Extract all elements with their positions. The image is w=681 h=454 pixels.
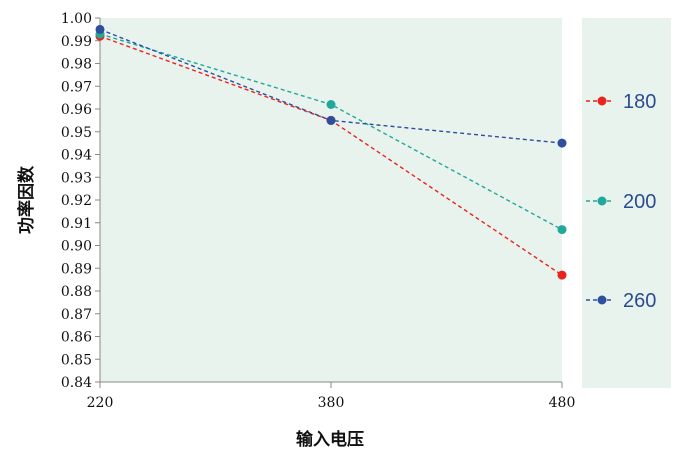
y-axis-title: 功率因数 [16,165,37,234]
y-tick-label: 0.92 [61,193,92,209]
y-tick-label: 0.95 [61,125,92,141]
data-point-260 [326,115,336,125]
data-point-200 [326,100,336,109]
y-tick-label: 0.90 [61,239,92,255]
legend-swatch-marker [597,196,607,206]
legend: 180 200 260 [586,91,656,312]
y-tick-label: 0.96 [61,102,92,118]
data-point-200 [557,225,567,235]
data-point-260 [557,138,567,148]
x-axis: 220 380 480 [87,381,576,411]
y-tick-label: 0.97 [61,79,92,95]
legend-label: 260 [623,290,656,312]
plot-area [100,18,562,382]
y-tick-label: 0.87 [61,307,92,323]
y-tick-label: 1.00 [61,11,92,27]
y-tick-label: 0.98 [61,57,92,73]
legend-swatch-marker [597,96,607,106]
x-tick-label: 480 [549,395,576,411]
series-layer [95,24,567,280]
y-tick-label: 0.91 [61,216,92,232]
y-tick-label: 0.84 [61,375,92,391]
y-tick-label: 0.88 [61,284,92,300]
y-tick-label: 0.89 [61,261,92,277]
y-tick-label: 0.94 [61,148,92,164]
legend-panel [582,18,671,388]
data-point-180 [557,270,567,280]
x-tick-label: 220 [87,395,114,411]
x-axis-title: 输入电压 [296,429,364,450]
y-axis: 0.84 0.85 0.86 0.87 0.88 0.89 0.90 0.91 0.92 0.93… [61,11,101,391]
legend-swatch-marker [597,295,607,305]
data-point-260 [95,24,105,34]
x-tick-label: 380 [318,395,345,411]
y-tick-label: 0.99 [61,34,92,50]
legend-label: 200 [623,191,656,213]
y-tick-label: 0.85 [61,352,92,368]
y-tick-label: 0.86 [61,330,92,346]
y-tick-label: 0.93 [61,170,92,186]
legend-label: 180 [623,91,656,113]
